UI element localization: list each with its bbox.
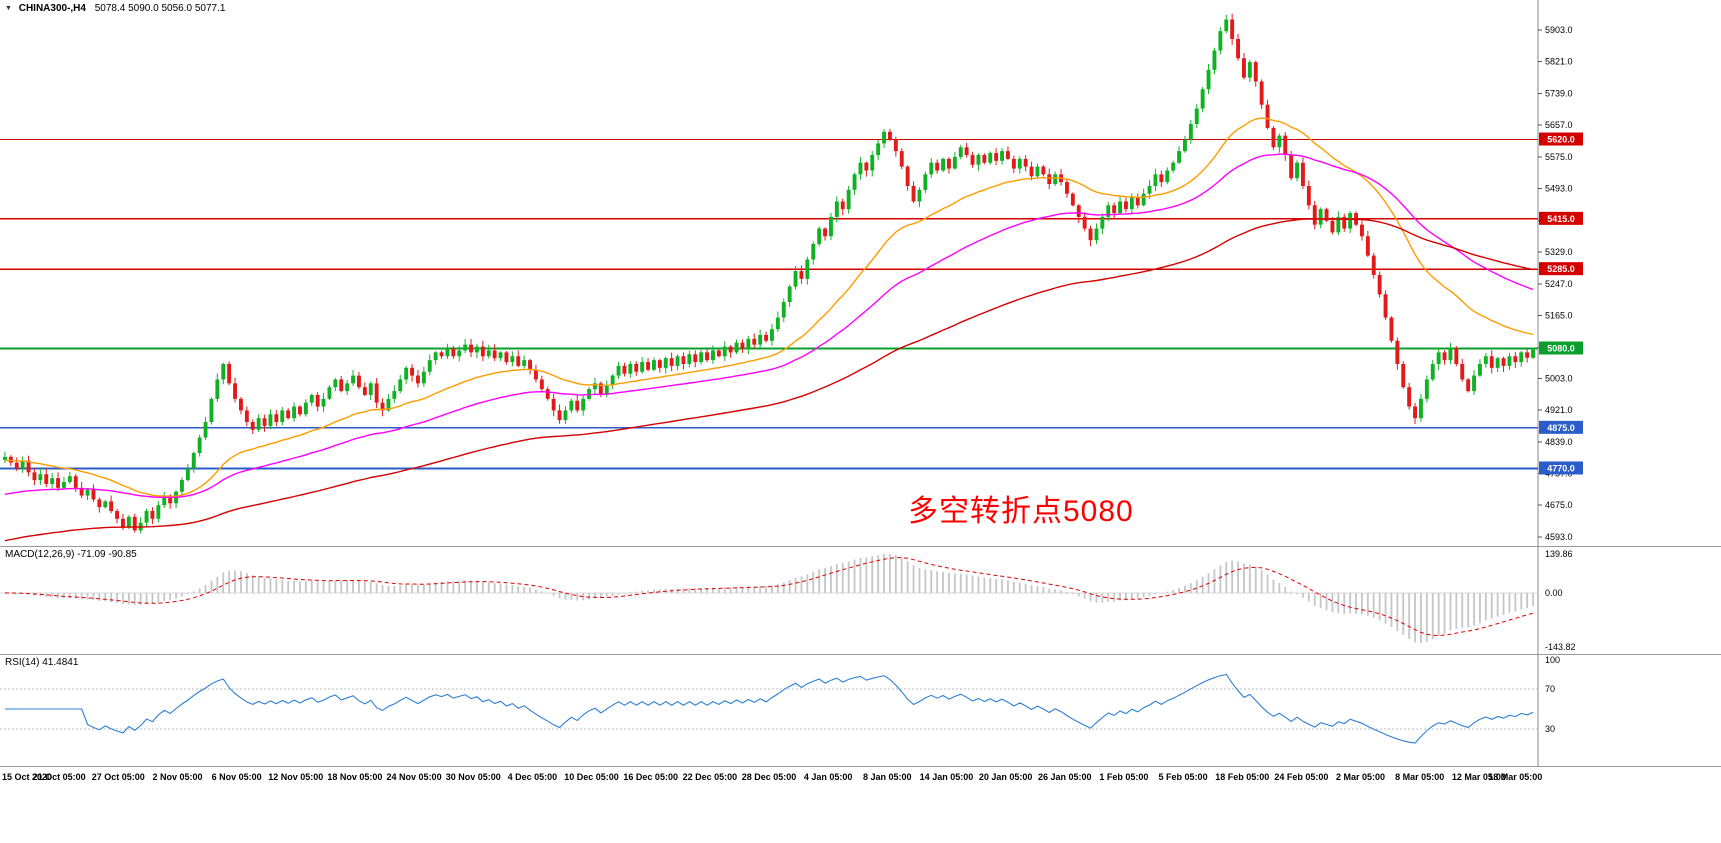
svg-text:4770.0: 4770.0 [1547, 463, 1575, 473]
price-tick-label: 5657.0 [1545, 120, 1573, 130]
svg-text:5620.0: 5620.0 [1547, 135, 1575, 145]
chart-expand-icon[interactable]: ▼ [5, 5, 12, 12]
price-badge [1539, 341, 1583, 355]
time-tick-label: 27 Oct 05:00 [91, 772, 145, 782]
time-tick-label: 18 Nov 05:00 [327, 772, 383, 782]
price-tick-label: 5739.0 [1545, 88, 1573, 98]
time-axis[interactable]: 15 Oct 2020 21 Oct 05:00 27 Oct 05:00 2 Nov… [0, 766, 1721, 793]
candlestick-series [3, 13, 1535, 534]
svg-text:0.00: 0.00 [1545, 588, 1563, 598]
horizontal-lines [0, 138, 1538, 470]
price-tick-label: 5329.0 [1545, 247, 1573, 257]
time-tick-label: 26 Jan 05:00 [1037, 772, 1092, 782]
price-tick-label: 5575.0 [1545, 152, 1573, 162]
ma-line-ma-slow [4, 218, 1534, 542]
time-tick-label: 18 Mar 05:00 [1488, 772, 1543, 782]
rsi-indicator-chart[interactable]: 100 70 30 [0, 654, 1721, 766]
macd-label: MACD(12,26,9) -71.09 -90.85 [5, 549, 137, 560]
time-tick-label: 12 Nov 05:00 [268, 772, 324, 782]
ma-line-ma-fast [4, 117, 1534, 498]
price-badge [1539, 132, 1583, 146]
time-tick-label: 10 Dec 05:00 [564, 772, 619, 782]
chart-ohlc-values: 5078.4 5090.0 5056.0 5077.1 [94, 3, 226, 14]
time-tick-label: 30 Nov 05:00 [445, 772, 501, 782]
price-chart[interactable]: 5903.05821.05739.05657.05575.05493.05411… [0, 0, 1721, 546]
macd-indicator-chart[interactable]: 139.86 0.00 -143.82 [0, 546, 1721, 654]
time-tick-label: 12 Mar 05:00 [1451, 772, 1506, 782]
chart-symbol-label: CHINA300-,H4 [18, 3, 86, 14]
price-badge [1539, 211, 1583, 225]
svg-text:70: 70 [1545, 684, 1555, 694]
time-tick-label: 18 Feb 05:00 [1215, 772, 1270, 782]
rsi-axis: 100 70 30 [1545, 655, 1560, 734]
chart-annotation-text[interactable]: 多空转折点5080 [908, 495, 1134, 528]
time-tick-label: 8 Mar 05:00 [1395, 772, 1445, 782]
time-tick-label: 28 Dec 05:00 [741, 772, 797, 782]
price-tick-label: 4675.0 [1545, 500, 1573, 510]
time-tick-label: 2 Nov 05:00 [152, 772, 203, 782]
time-tick-label: 24 Feb 05:00 [1274, 772, 1329, 782]
price-tick-label: 5903.0 [1545, 25, 1573, 35]
price-tick-label: 5821.0 [1545, 57, 1573, 67]
price-badge [1539, 262, 1583, 276]
svg-text:139.86: 139.86 [1545, 549, 1573, 559]
svg-text:5415.0: 5415.0 [1547, 214, 1575, 224]
time-tick-label: 20 Jan 05:00 [978, 772, 1033, 782]
rsi-line [5, 673, 1534, 744]
price-tick-label: 5247.0 [1545, 279, 1573, 289]
time-tick-label: 24 Nov 05:00 [386, 772, 442, 782]
price-tick-label: 5165.0 [1545, 311, 1573, 321]
price-badge [1539, 461, 1583, 475]
price-tick-label: 4921.0 [1545, 405, 1573, 415]
time-tick-label: 5 Feb 05:00 [1158, 772, 1208, 782]
svg-text:4875.0: 4875.0 [1547, 423, 1575, 433]
price-tick-label: 4839.0 [1545, 437, 1573, 447]
svg-text:-143.82: -143.82 [1545, 642, 1576, 652]
time-tick-label: 16 Dec 05:00 [623, 772, 678, 782]
price-tick-label: 4593.0 [1545, 532, 1573, 542]
svg-text:100: 100 [1545, 655, 1560, 665]
svg-text:30: 30 [1545, 724, 1555, 734]
time-tick-label: 2 Mar 05:00 [1336, 772, 1386, 782]
macd-signal-line [4, 557, 1534, 637]
time-tick-label: 1 Feb 05:00 [1099, 772, 1149, 782]
time-tick-label: 8 Jan 05:00 [863, 772, 912, 782]
svg-text:5285.0: 5285.0 [1547, 264, 1575, 274]
rsi-label: RSI(14) 41.4841 [5, 657, 79, 668]
time-tick-label: 4 Jan 05:00 [803, 772, 853, 782]
time-tick-label: 22 Dec 05:00 [682, 772, 738, 782]
time-tick-label: 15 Oct 2020 [2, 772, 53, 782]
bottom-strip [0, 792, 1721, 843]
time-tick-label: 6 Nov 05:00 [211, 772, 262, 782]
ma-line-ma-mid [4, 153, 1534, 499]
price-badge [1539, 420, 1583, 434]
chart-title-bar: ▼ CHINA300-,H4 5078.4 5090.0 5056.0 5077… [5, 3, 225, 14]
time-tick-label: 21 Oct 05:00 [32, 772, 86, 782]
svg-text:5080.0: 5080.0 [1547, 344, 1575, 354]
price-axis-badges: 5620.0 5415.0 5285.0 5080.0 4875.0 4770.0 [1539, 132, 1583, 475]
price-tick-label: 5493.0 [1545, 184, 1573, 194]
time-tick-label: 14 Jan 05:00 [919, 772, 974, 782]
time-tick-label: 4 Dec 05:00 [507, 772, 558, 782]
price-tick-label: 5003.0 [1545, 373, 1573, 383]
macd-axis: 139.86 0.00 -143.82 [1545, 549, 1576, 652]
